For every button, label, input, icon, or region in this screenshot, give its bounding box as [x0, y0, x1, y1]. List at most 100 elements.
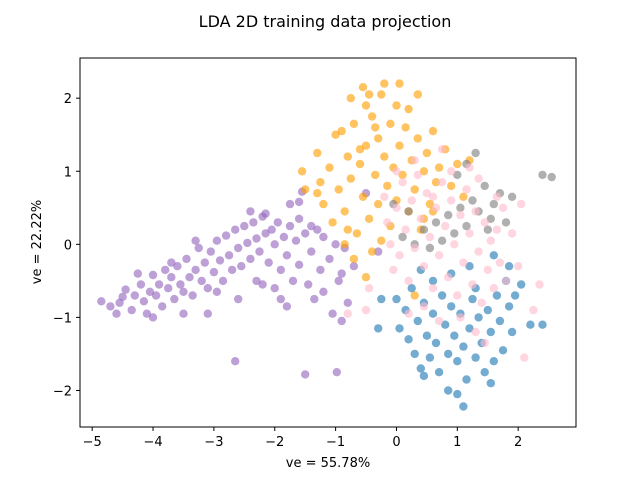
- data-point: [419, 371, 429, 381]
- data-point: [358, 83, 368, 92]
- data-point: [343, 152, 352, 161]
- data-point: [203, 309, 212, 318]
- data-point: [240, 221, 249, 231]
- data-point: [209, 267, 219, 277]
- data-point: [331, 130, 340, 139]
- data-point: [267, 225, 276, 234]
- data-point: [517, 280, 526, 289]
- x-tick-label: −1: [326, 435, 345, 450]
- data-point: [404, 309, 413, 318]
- data-point: [428, 192, 438, 201]
- y-tick-label: −2: [53, 384, 72, 399]
- data-point: [410, 156, 419, 165]
- data-point: [419, 167, 429, 176]
- data-point: [276, 294, 285, 304]
- data-point: [355, 145, 365, 154]
- data-point: [234, 243, 243, 253]
- data-point: [434, 368, 444, 377]
- data-point: [459, 402, 468, 411]
- data-point: [492, 291, 502, 300]
- data-point: [462, 375, 471, 384]
- data-point: [337, 316, 346, 326]
- data-point: [374, 247, 383, 256]
- data-point: [486, 379, 495, 388]
- data-point: [413, 170, 422, 180]
- data-point: [410, 185, 419, 194]
- data-point: [264, 258, 273, 267]
- data-point: [291, 236, 301, 245]
- data-point: [334, 276, 343, 286]
- data-point: [480, 338, 489, 348]
- y-axis-label: ve = 22.22%: [30, 200, 45, 284]
- data-point: [231, 357, 240, 366]
- data-point: [410, 291, 419, 300]
- data-point: [212, 236, 222, 245]
- data-point: [410, 243, 419, 253]
- data-point: [200, 258, 209, 267]
- x-axis-ticks: −5 −4 −3 −2 −1 0 1 2: [83, 427, 522, 450]
- data-point: [361, 273, 371, 282]
- data-point: [507, 327, 517, 337]
- data-point: [404, 207, 413, 216]
- data-point: [434, 251, 444, 260]
- data-point: [416, 214, 425, 223]
- data-point: [468, 280, 477, 289]
- data-point: [313, 148, 322, 158]
- data-point: [328, 218, 337, 227]
- data-point: [483, 225, 492, 234]
- data-point: [176, 280, 185, 289]
- y-axis-ticks: −2 −1 0 1 2: [53, 92, 80, 399]
- data-point: [136, 280, 146, 289]
- data-point: [425, 353, 435, 362]
- data-point: [255, 247, 264, 256]
- data-point: [486, 214, 495, 223]
- data-point: [468, 294, 477, 304]
- data-point: [444, 273, 453, 282]
- data-point: [340, 207, 349, 216]
- data-point: [301, 185, 310, 194]
- data-point: [294, 214, 304, 223]
- data-point: [441, 320, 450, 329]
- data-point: [398, 170, 407, 180]
- data-point: [480, 368, 489, 377]
- data-point: [310, 294, 319, 304]
- data-point: [377, 236, 386, 245]
- data-point: [538, 320, 547, 329]
- data-point: [444, 349, 453, 359]
- data-point: [142, 309, 152, 318]
- data-point: [383, 181, 392, 191]
- data-point: [447, 181, 456, 191]
- data-point: [285, 221, 295, 231]
- data-point: [468, 196, 477, 205]
- data-point: [410, 349, 419, 359]
- data-point: [453, 357, 462, 366]
- data-point: [374, 134, 383, 143]
- data-point: [395, 324, 404, 333]
- data-point: [158, 302, 167, 311]
- data-point: [167, 273, 176, 282]
- data-point: [413, 316, 422, 326]
- data-point: [407, 284, 416, 293]
- data-point: [425, 232, 435, 242]
- data-point: [133, 269, 142, 278]
- y-tick-label: 1: [64, 165, 72, 180]
- data-point: [459, 258, 468, 267]
- data-point: [535, 280, 544, 289]
- data-point: [307, 221, 316, 231]
- data-point: [151, 291, 161, 300]
- data-point: [349, 119, 359, 128]
- data-point: [471, 148, 480, 158]
- data-point: [431, 178, 441, 187]
- data-point: [425, 199, 435, 209]
- data-point: [401, 123, 410, 132]
- data-point: [343, 298, 352, 307]
- data-point: [361, 305, 371, 315]
- data-point: [480, 218, 489, 227]
- data-point: [227, 265, 237, 275]
- data-point: [377, 294, 386, 304]
- data-point: [194, 243, 203, 253]
- data-point: [477, 298, 486, 307]
- data-point: [495, 316, 505, 326]
- data-point: [416, 364, 425, 373]
